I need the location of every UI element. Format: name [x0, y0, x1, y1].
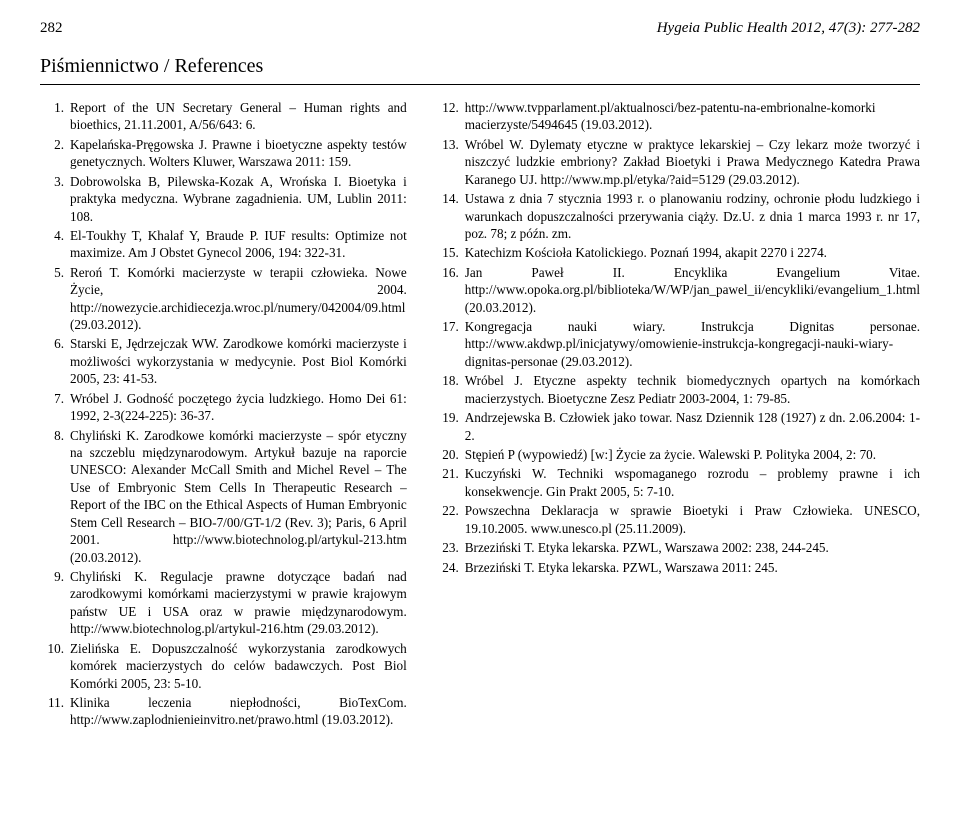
page-header: 282 Hygeia Public Health 2012, 47(3): 27…: [40, 20, 920, 37]
reference-text: Stępień P (wypowiedź) [w:] Życie za życi…: [465, 446, 920, 463]
reference-item: 16.Jan Paweł II. Encyklika Evangelium Vi…: [435, 264, 920, 316]
reference-text: Powszechna Deklaracja w sprawie Bioetyki…: [465, 502, 920, 537]
reference-number: 18.: [435, 372, 465, 407]
reference-text: http://www.tvpparlament.pl/aktualnosci/b…: [465, 99, 920, 134]
reference-number: 19.: [435, 409, 465, 444]
reference-item: 17.Kongregacja nauki wiary. Instrukcja D…: [435, 318, 920, 370]
reference-item: 14.Ustawa z dnia 7 stycznia 1993 r. o pl…: [435, 190, 920, 242]
reference-number: 15.: [435, 244, 465, 261]
reference-number: 13.: [435, 136, 465, 188]
reference-text: Wróbel J. Etyczne aspekty technik biomed…: [465, 372, 920, 407]
reference-item: 9.Chyliński K. Regulacje prawne dotycząc…: [40, 568, 407, 638]
reference-item: 11.Klinika leczenia niepłodności, BioTex…: [40, 694, 407, 729]
page-number: 282: [40, 20, 63, 37]
reference-number: 9.: [40, 568, 70, 638]
reference-number: 22.: [435, 502, 465, 537]
reference-number: 1.: [40, 99, 70, 134]
reference-number: 10.: [40, 640, 70, 692]
reference-number: 6.: [40, 335, 70, 387]
reference-item: 19.Andrzejewska B. Człowiek jako towar. …: [435, 409, 920, 444]
reference-item: 10.Zielińska E. Dopuszczalność wykorzyst…: [40, 640, 407, 692]
reference-number: 5.: [40, 264, 70, 334]
section-title: Piśmiennictwo / References: [40, 55, 920, 78]
reference-item: 22.Powszechna Deklaracja w sprawie Bioet…: [435, 502, 920, 537]
reference-text: Dobrowolska B, Pilewska-Kozak A, Wrońska…: [70, 173, 407, 225]
reference-text: Katechizm Kościoła Katolickiego. Poznań …: [465, 244, 920, 261]
left-column: 1.Report of the UN Secretary General – H…: [40, 99, 407, 731]
reference-text: Chyliński K. Regulacje prawne dotyczące …: [70, 568, 407, 638]
reference-number: 24.: [435, 559, 465, 576]
reference-number: 11.: [40, 694, 70, 729]
reference-number: 14.: [435, 190, 465, 242]
references-columns: 1.Report of the UN Secretary General – H…: [40, 99, 920, 731]
reference-item: 23.Brzeziński T. Etyka lekarska. PZWL, W…: [435, 539, 920, 556]
reference-number: 23.: [435, 539, 465, 556]
reference-item: 8.Chyliński K. Zarodkowe komórki macierz…: [40, 427, 407, 566]
reference-text: Reroń T. Komórki macierzyste w terapii c…: [70, 264, 407, 334]
reference-item: 1.Report of the UN Secretary General – H…: [40, 99, 407, 134]
reference-text: Starski E, Jędrzejczak WW. Zarodkowe kom…: [70, 335, 407, 387]
reference-text: El-Toukhy T, Khalaf Y, Braude P. IUF res…: [70, 227, 407, 262]
reference-number: 21.: [435, 465, 465, 500]
reference-item: 15.Katechizm Kościoła Katolickiego. Pozn…: [435, 244, 920, 261]
reference-text: Wróbel J. Godność poczętego życia ludzki…: [70, 390, 407, 425]
reference-text: Zielińska E. Dopuszczalność wykorzystani…: [70, 640, 407, 692]
reference-item: 18.Wróbel J. Etyczne aspekty technik bio…: [435, 372, 920, 407]
reference-item: 24.Brzeziński T. Etyka lekarska. PZWL, W…: [435, 559, 920, 576]
reference-text: Jan Paweł II. Encyklika Evangelium Vitae…: [465, 264, 920, 316]
reference-text: Wróbel W. Dylematy etyczne w praktyce le…: [465, 136, 920, 188]
reference-text: Kuczyński W. Techniki wspomaganego rozro…: [465, 465, 920, 500]
reference-number: 2.: [40, 136, 70, 171]
reference-number: 12.: [435, 99, 465, 134]
reference-text: Kongregacja nauki wiary. Instrukcja Dign…: [465, 318, 920, 370]
reference-text: Report of the UN Secretary General – Hum…: [70, 99, 407, 134]
reference-text: Andrzejewska B. Człowiek jako towar. Nas…: [465, 409, 920, 444]
reference-text: Brzeziński T. Etyka lekarska. PZWL, Wars…: [465, 539, 920, 556]
reference-item: 13.Wróbel W. Dylematy etyczne w praktyce…: [435, 136, 920, 188]
reference-item: 6.Starski E, Jędrzejczak WW. Zarodkowe k…: [40, 335, 407, 387]
reference-item: 3.Dobrowolska B, Pilewska-Kozak A, Wrońs…: [40, 173, 407, 225]
reference-item: 2.Kapelańska-Pręgowska J. Prawne i bioet…: [40, 136, 407, 171]
reference-number: 8.: [40, 427, 70, 566]
reference-item: 4.El-Toukhy T, Khalaf Y, Braude P. IUF r…: [40, 227, 407, 262]
reference-number: 7.: [40, 390, 70, 425]
reference-number: 4.: [40, 227, 70, 262]
reference-number: 16.: [435, 264, 465, 316]
reference-text: Kapelańska-Pręgowska J. Prawne i bioetyc…: [70, 136, 407, 171]
divider: [40, 84, 920, 85]
reference-text: Brzeziński T. Etyka lekarska. PZWL, Wars…: [465, 559, 920, 576]
journal-citation: Hygeia Public Health 2012, 47(3): 277-28…: [657, 20, 920, 37]
reference-item: 20.Stępień P (wypowiedź) [w:] Życie za ż…: [435, 446, 920, 463]
reference-item: 5.Reroń T. Komórki macierzyste w terapii…: [40, 264, 407, 334]
reference-text: Klinika leczenia niepłodności, BioTexCom…: [70, 694, 407, 729]
reference-number: 3.: [40, 173, 70, 225]
reference-item: 12.http://www.tvpparlament.pl/aktualnosc…: [435, 99, 920, 134]
reference-number: 20.: [435, 446, 465, 463]
right-column: 12.http://www.tvpparlament.pl/aktualnosc…: [435, 99, 920, 731]
reference-item: 7.Wróbel J. Godność poczętego życia ludz…: [40, 390, 407, 425]
reference-text: Ustawa z dnia 7 stycznia 1993 r. o plano…: [465, 190, 920, 242]
reference-item: 21.Kuczyński W. Techniki wspomaganego ro…: [435, 465, 920, 500]
reference-number: 17.: [435, 318, 465, 370]
reference-text: Chyliński K. Zarodkowe komórki macierzys…: [70, 427, 407, 566]
